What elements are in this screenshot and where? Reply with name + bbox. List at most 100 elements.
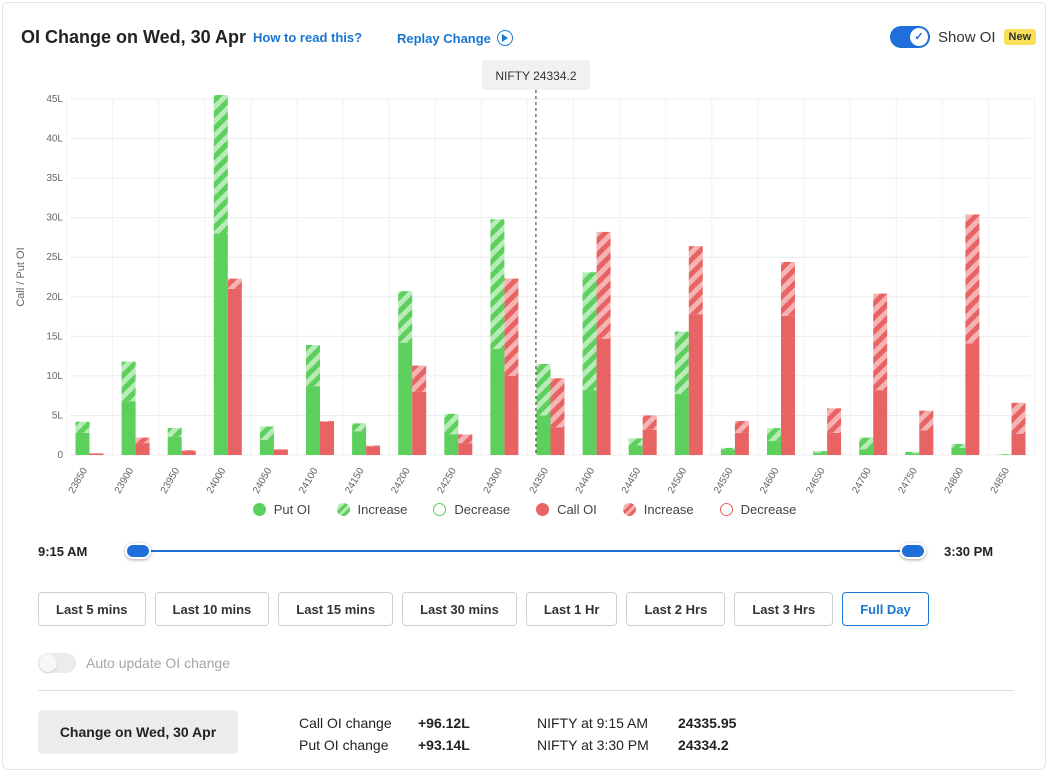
- call-oi-bar: [89, 453, 104, 455]
- range-last-15-mins-button[interactable]: Last 15 mins: [278, 592, 394, 626]
- call-oi-bar: [412, 391, 427, 455]
- put-oi-increase-bar: [628, 438, 643, 446]
- put-oi-increase-bar: [121, 361, 136, 402]
- change-on-date-button[interactable]: Change on Wed, 30 Apr: [38, 710, 238, 754]
- slider-start-time: 9:15 AM: [38, 544, 88, 559]
- call-oi-bar: [227, 288, 242, 455]
- show-oi-control: ✓ Show OI New: [890, 26, 1037, 48]
- how-to-read-link[interactable]: How to read this?: [253, 30, 363, 45]
- nifty-end-value: 24334.2: [678, 737, 729, 753]
- put-oi-bar: [720, 449, 735, 455]
- play-circle-icon: [496, 30, 513, 46]
- call-oi-increase-bar: [781, 261, 795, 316]
- put-oi-bar: [444, 434, 459, 455]
- range-full-day-button[interactable]: Full Day: [842, 592, 929, 626]
- legend-call-oi-label: Call OI: [557, 502, 597, 517]
- put-oi-bar: [767, 440, 781, 455]
- x-tick-label: 24850: [989, 466, 1013, 496]
- legend-call-increase[interactable]: Increase: [622, 502, 694, 517]
- call-oi-bar: [273, 449, 288, 455]
- check-icon: ✓: [910, 28, 928, 46]
- x-tick-label: 24500: [666, 466, 690, 496]
- put-oi-increase-bar: [813, 451, 828, 453]
- put-oi-bar: [536, 415, 551, 455]
- put-oi-bar: [905, 453, 920, 455]
- nifty-values: 24335.95 24334.2: [678, 712, 736, 756]
- slider-end-handle[interactable]: [900, 543, 926, 559]
- call-oi-increase-bar: [504, 278, 519, 376]
- range-last-2-hrs-button[interactable]: Last 2 Hrs: [626, 592, 726, 626]
- call-oi-bar: [135, 443, 150, 455]
- call-oi-bar: [919, 430, 934, 455]
- call-oi-increase-bar: [550, 378, 565, 428]
- spot-marker-label: NIFTY 24334.2: [495, 69, 576, 83]
- put-oi-increase-bar: [490, 219, 505, 349]
- nifty-end-label: NIFTY at 3:30 PM: [537, 737, 649, 753]
- x-tick-label: 24300: [482, 466, 506, 496]
- put-oi-bar: [490, 348, 505, 455]
- nifty-start-value: 24335.95: [678, 715, 737, 731]
- legend-put-increase[interactable]: Increase: [336, 502, 408, 517]
- call-oi-bar: [965, 343, 980, 455]
- put-oi-increase-bar: [167, 428, 182, 437]
- x-tick-label: 24400: [574, 466, 598, 496]
- put-oi-increase-bar: [213, 95, 228, 234]
- put-oi-bar: [75, 432, 90, 455]
- legend-put-increase-label: Increase: [357, 502, 408, 517]
- x-tick-label: 24150: [343, 466, 367, 496]
- put-oi-increase-bar: [306, 345, 320, 387]
- replay-change-link[interactable]: Replay Change: [397, 30, 513, 46]
- call-oi-bar: [1011, 433, 1026, 455]
- x-tick-label: 24200: [389, 466, 413, 496]
- oi-change-labels: Call OI change Put OI change: [299, 712, 392, 756]
- legend-call-oi[interactable]: Call OI: [536, 502, 597, 517]
- put-oi-bar: [628, 445, 643, 455]
- put-oi-increase-bar: [75, 421, 90, 433]
- auto-update-label: Auto update OI change: [86, 655, 230, 671]
- show-oi-toggle[interactable]: ✓: [890, 26, 930, 48]
- put-increase-swatch: [336, 503, 350, 516]
- legend-put-oi[interactable]: Put OI: [252, 502, 311, 517]
- legend-call-decrease[interactable]: Decrease: [719, 502, 797, 517]
- x-tick-label: 24700: [850, 466, 874, 496]
- call-oi-increase-bar: [965, 214, 980, 344]
- legend-put-decrease-label: Decrease: [454, 502, 511, 517]
- put-oi-increase-bar: [444, 413, 459, 435]
- call-oi-bar: [366, 446, 381, 455]
- put-oi-increase-bar: [674, 331, 689, 395]
- call-oi-bar: [504, 375, 519, 455]
- put-oi-bar: [813, 452, 828, 455]
- auto-update-toggle[interactable]: [38, 653, 76, 673]
- put-oi-increase-bar: [536, 364, 551, 416]
- put-oi-bar: [398, 342, 413, 455]
- put-oi-swatch: [252, 503, 266, 516]
- slider-start-handle[interactable]: [125, 543, 151, 559]
- range-last-3-hrs-button[interactable]: Last 3 Hrs: [734, 592, 834, 626]
- put-oi-increase-bar: [259, 426, 274, 440]
- put-oi-bar: [674, 394, 689, 455]
- call-oi-increase-bar: [412, 365, 427, 392]
- legend-call-decrease-label: Decrease: [740, 502, 797, 517]
- range-last-5-mins-button[interactable]: Last 5 mins: [38, 592, 146, 626]
- range-last-10-mins-button[interactable]: Last 10 mins: [154, 592, 270, 626]
- put-oi-increase-bar: [997, 454, 1012, 455]
- call-oi-increase-bar: [181, 450, 196, 452]
- nifty-labels: NIFTY at 9:15 AM NIFTY at 3:30 PM: [537, 712, 649, 756]
- time-slider-track[interactable]: [139, 550, 914, 552]
- legend-put-decrease[interactable]: Decrease: [433, 502, 510, 517]
- put-oi-increase-bar: [398, 291, 413, 343]
- call-oi-increase-bar: [827, 408, 842, 433]
- call-oi-change-value: +96.12L: [418, 715, 470, 731]
- range-last-30-mins-button[interactable]: Last 30 mins: [402, 592, 517, 626]
- show-oi-label: Show OI: [938, 28, 996, 46]
- x-tick-label: 24750: [896, 466, 920, 496]
- call-oi-increase-bar: [366, 445, 381, 447]
- call-oi-bar: [458, 443, 473, 455]
- range-last-1-hr-button[interactable]: Last 1 Hr: [525, 592, 618, 626]
- y-tick-label: 35L: [46, 173, 63, 184]
- put-oi-bar: [213, 233, 228, 455]
- call-oi-change-label: Call OI change: [299, 715, 392, 731]
- put-oi-change-label: Put OI change: [299, 737, 389, 753]
- call-oi-increase-bar: [1011, 402, 1026, 434]
- call-oi-increase-bar: [596, 231, 611, 339]
